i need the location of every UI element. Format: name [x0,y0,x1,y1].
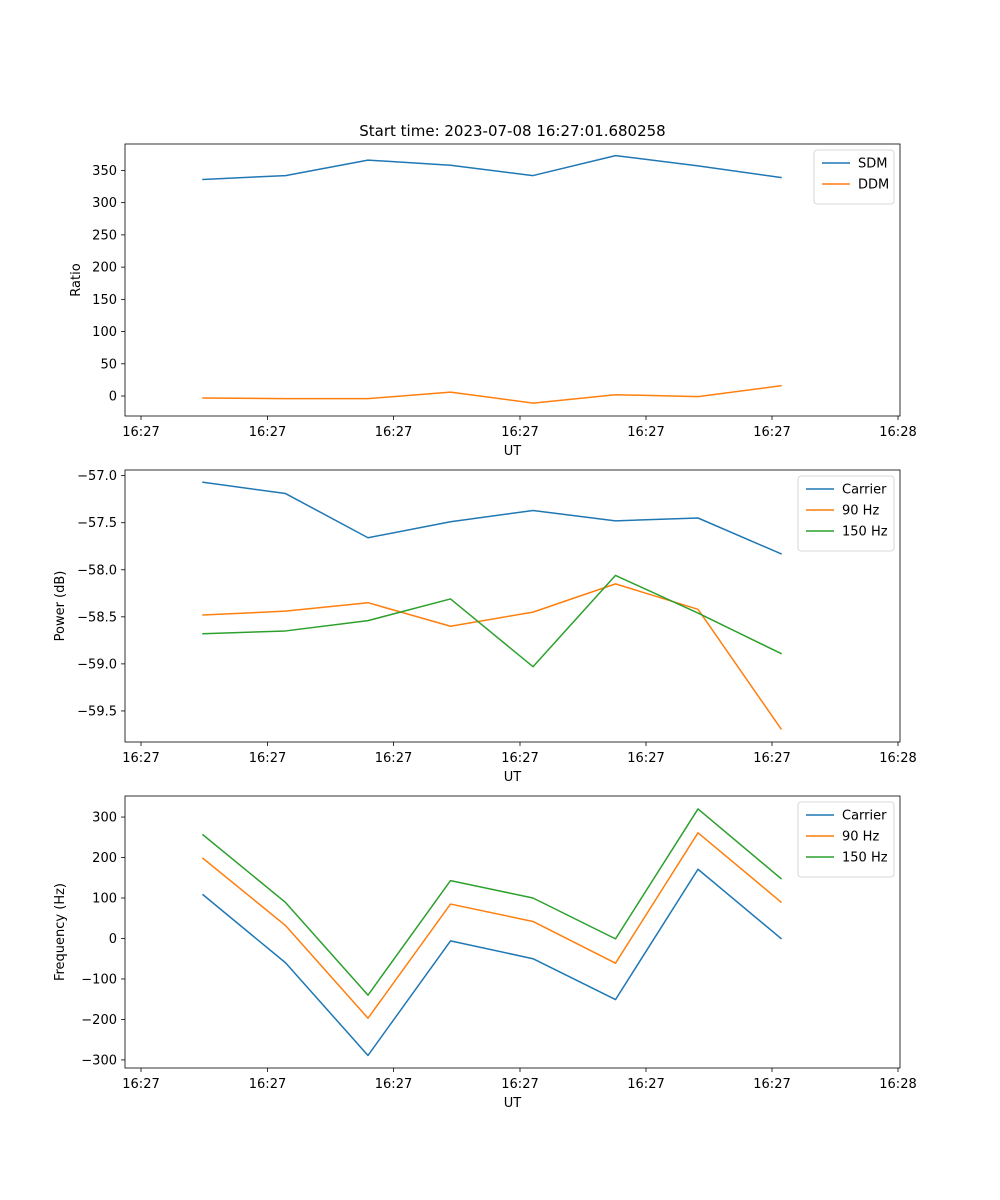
y-tick-label: −300 [81,1053,117,1068]
y-tick-label: 250 [92,228,117,243]
y-tick-label: −58.5 [77,610,117,625]
legend-label: 90 Hz [842,504,879,519]
legend-label: Carrier [842,809,887,824]
legend-box [797,475,895,552]
y-tick-label: 100 [92,892,117,907]
x-axis-label: UT [504,444,522,459]
y-tick-label: 350 [92,164,117,179]
series-line-90-hz [201,832,783,1019]
legend: SDM DDM [813,149,895,205]
x-tick-label: 16:27 [753,751,790,766]
y-tick-label: −59.0 [77,657,117,672]
figure-title: Start time: 2023-07-08 16:27:01.680258 [359,122,665,140]
panels: 16:27 16:27 16:27 16:27 16:27 16:27 16:28 0 50 10… [53,143,917,1111]
x-tick-label: 16:27 [122,1077,159,1092]
x-tick-label: 16:27 [753,1077,790,1092]
x-tick-label: 16:27 [501,425,538,440]
x-tick-label: 16:27 [375,425,412,440]
y-tick-label: 300 [92,811,117,826]
axes-frame [124,143,901,417]
y-tick-label: 50 [100,357,117,372]
x-tick-label: 16:27 [249,751,286,766]
series-line-90-hz [202,583,783,730]
legend-label: 150 Hz [842,525,888,540]
x-tick-label: 16:27 [753,425,790,440]
y-tick-label: 0 [109,932,117,947]
x-tick-label: 16:27 [249,425,286,440]
y-tick-label: −200 [81,1013,117,1028]
y-tick-label: −58.0 [77,563,117,578]
y-tick-label: 0 [109,390,117,405]
axes-frame [124,795,901,1069]
x-tick-label: 16:28 [879,1077,916,1092]
series-line-carrier [201,868,783,1057]
legend-label: Carrier [842,483,887,498]
y-tick-label: 100 [92,325,117,340]
series-line-sdm [202,154,782,181]
x-tick-label: 16:27 [122,425,159,440]
y-axis-label: Ratio [69,263,84,296]
x-tick-label: 16:27 [627,425,664,440]
y-tick-label: 150 [92,293,117,308]
y-axis-label: Frequency (Hz) [53,883,68,981]
axes-frame [124,469,901,743]
x-tick-label: 16:28 [879,425,916,440]
series-line-150-hz [201,808,783,996]
x-tick-label: 16:27 [249,1077,286,1092]
chart-power: 16:27 16:27 16:27 16:27 16:27 16:27 16:28 −59.5… [53,469,917,785]
y-tick-label: −59.5 [77,704,117,719]
legend-box [797,801,895,878]
x-tick-label: 16:27 [375,751,412,766]
x-tick-label: 16:27 [627,751,664,766]
legend-label: 90 Hz [842,830,879,845]
x-tick-label: 16:27 [375,1077,412,1092]
series-line-ddm [202,384,782,404]
x-tick-label: 16:27 [122,751,159,766]
legend: Carrier 90 Hz 150 Hz [797,801,895,878]
legend: Carrier 90 Hz 150 Hz [797,475,895,552]
y-tick-label: −100 [81,972,117,987]
x-tick-label: 16:28 [879,751,916,766]
y-axis-label: Power (dB) [53,571,68,642]
y-tick-label: 200 [92,851,117,866]
series-line-carrier [202,481,782,555]
y-tick-label: −57.0 [77,469,117,484]
y-tick-label: −57.5 [77,516,117,531]
y-tick-label: 300 [92,196,117,211]
x-tick-label: 16:27 [501,751,538,766]
x-axis-label: UT [504,1096,522,1111]
x-tick-label: 16:27 [501,1077,538,1092]
chart-frequency: 16:27 16:27 16:27 16:27 16:27 16:27 16:28 −300 −… [53,795,917,1111]
chart-ratio: 16:27 16:27 16:27 16:27 16:27 16:27 16:28 0 50 10… [69,143,917,459]
x-tick-label: 16:27 [627,1077,664,1092]
legend-label: DDM [858,178,889,193]
x-axis-label: UT [504,770,522,785]
legend-label: SDM [858,157,887,172]
series-line-150-hz [202,574,783,668]
legend-label: 150 Hz [842,851,888,866]
y-tick-label: 200 [92,261,117,276]
